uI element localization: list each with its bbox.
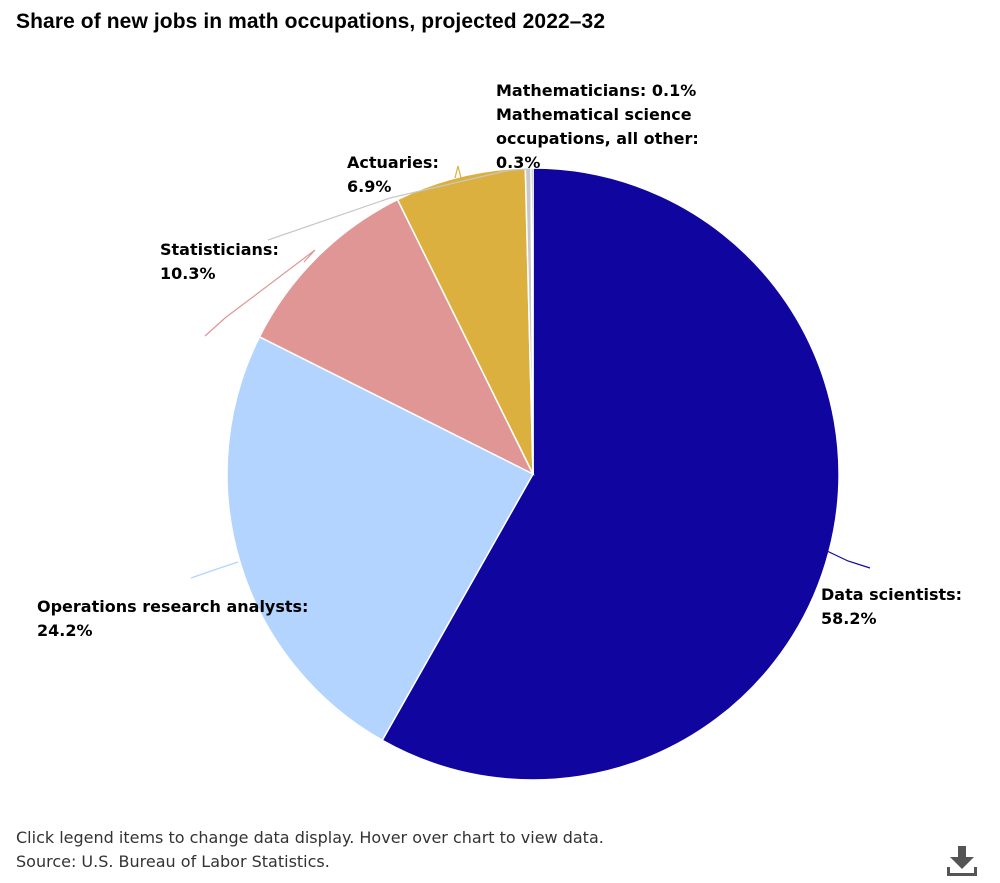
pie-slice-operations-research-analysts[interactable]	[226, 335, 535, 742]
chart-instructions: Click legend items to change data displa…	[16, 828, 604, 847]
pie-slice-statisticians[interactable]	[258, 198, 535, 476]
pie-slice-actuaries[interactable]	[396, 167, 534, 475]
data-label-mathematical-science-occupations-all-other: Mathematical science occupations, all oth…	[496, 105, 699, 172]
chart-title: Share of new jobs in math occupations, p…	[16, 10, 606, 33]
data-label-mathematicians: Mathematicians: 0.1%	[496, 81, 696, 100]
connector-data-scientists	[826, 550, 871, 569]
pie-slice-mathematicians[interactable]	[530, 167, 534, 475]
data-label-actuaries: Actuaries: 6.9%	[347, 153, 439, 196]
label-connectors	[190, 165, 871, 579]
data-label-data-scientists: Data scientists: 58.2%	[821, 585, 962, 628]
data-label-operations-research-analysts: Operations research analysts: 24.2%	[37, 597, 308, 640]
data-labels: Data scientists: 58.2% Operations research…	[37, 81, 962, 640]
connector-actuaries	[454, 165, 462, 179]
connector-statisticians	[204, 249, 316, 337]
chart-source: Source: U.S. Bureau of Labor Statistics.	[16, 852, 330, 871]
pie-slices[interactable]	[226, 167, 840, 781]
download-icon[interactable]	[944, 842, 980, 878]
data-label-statisticians: Statisticians: 10.3%	[160, 240, 279, 283]
connector-operations-research-analysts	[190, 561, 239, 579]
connector-mathematical-science-occupations-all-other	[267, 168, 531, 241]
